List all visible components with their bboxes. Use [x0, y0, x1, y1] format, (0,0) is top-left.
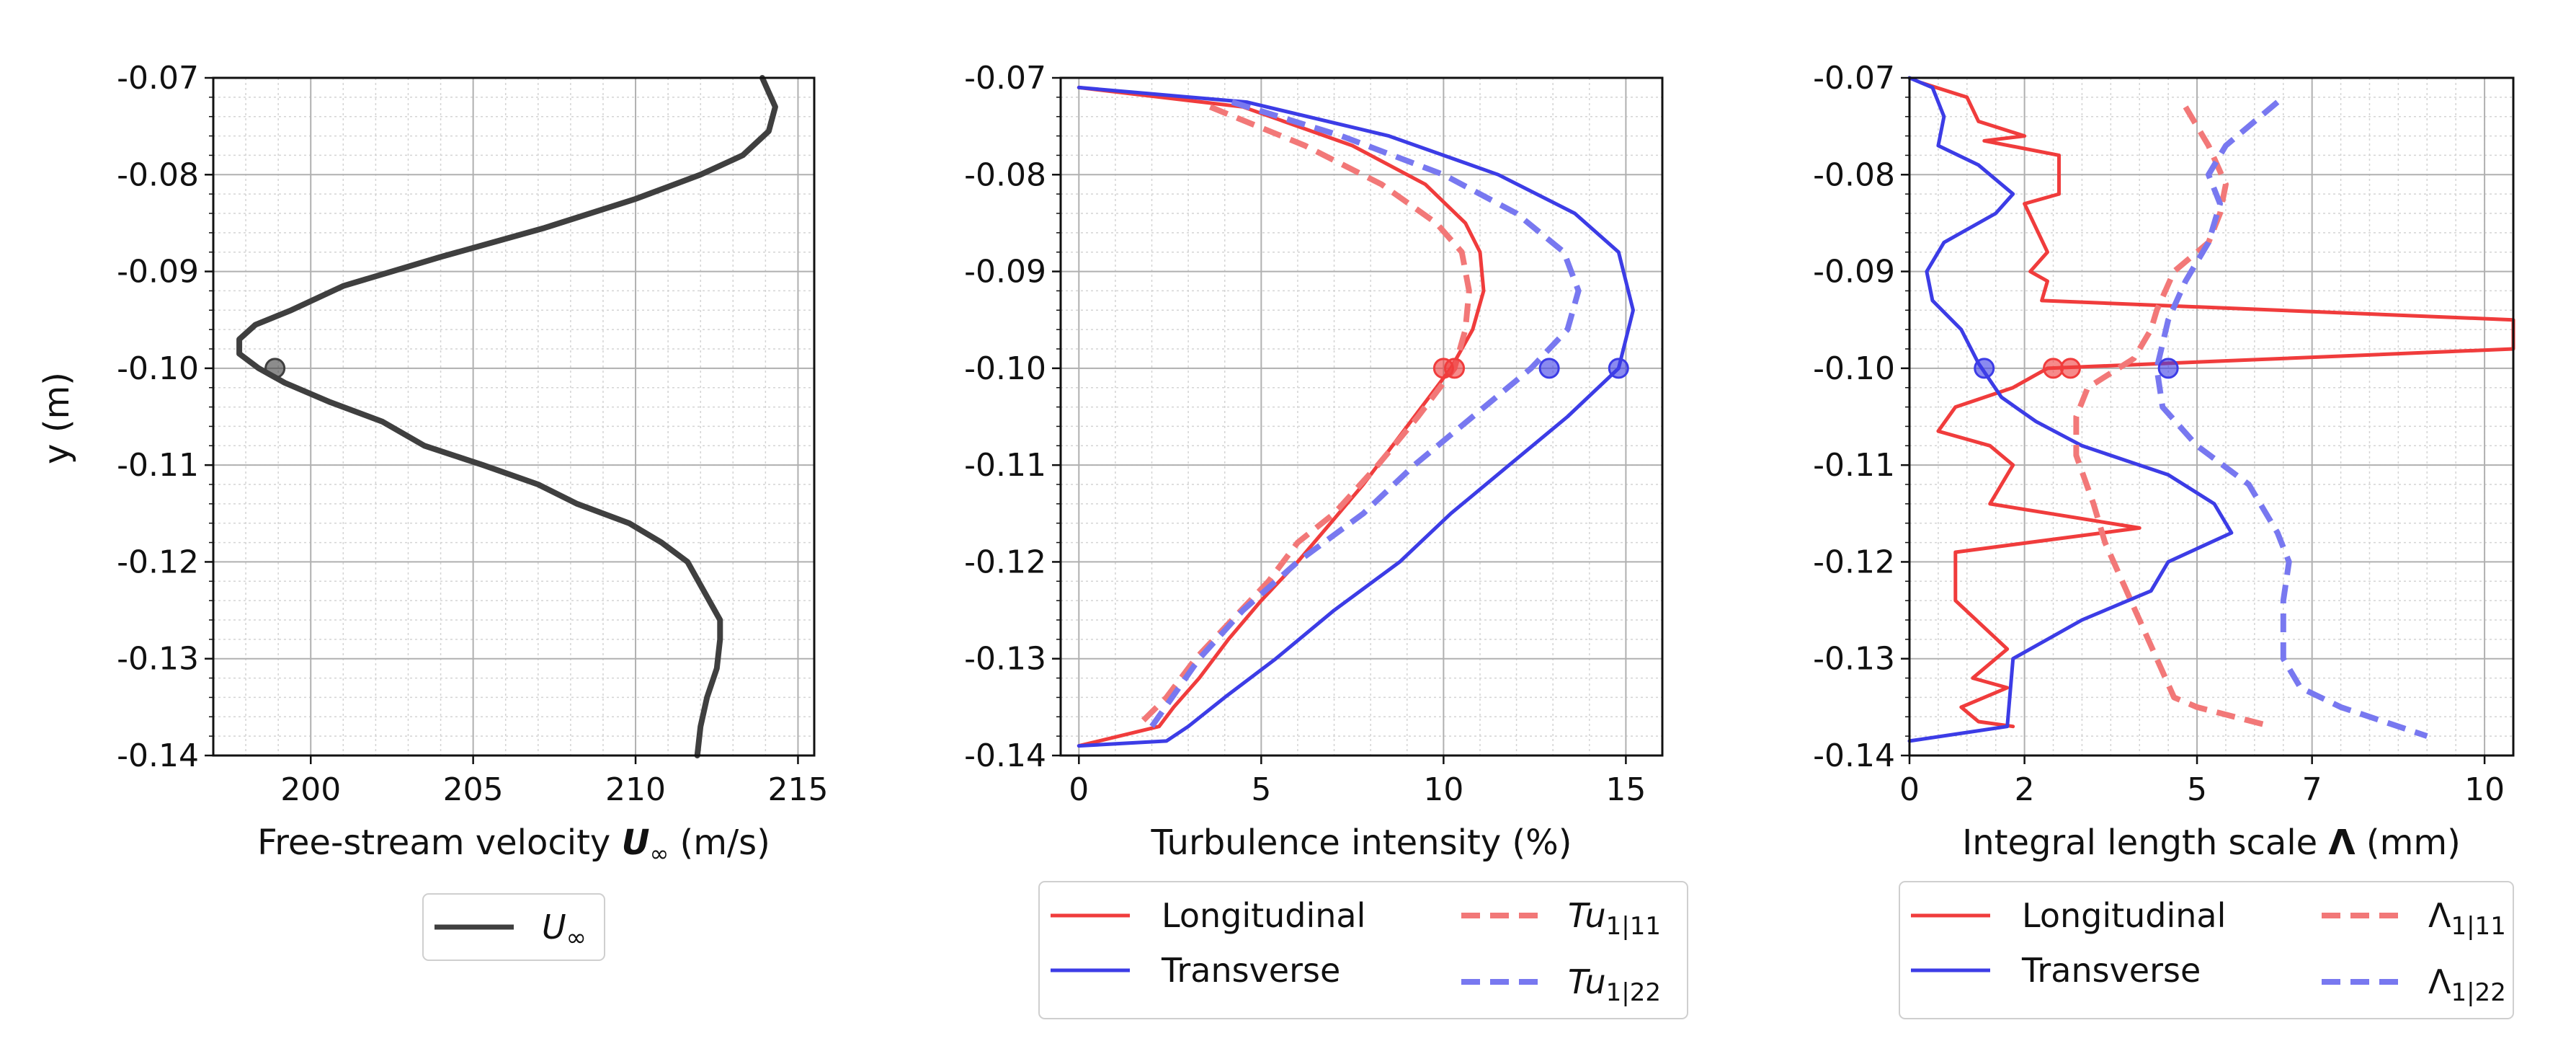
y-tick-label: -0.11 [964, 447, 1046, 484]
legend-lambda22-label: Λ1|22 [2428, 962, 2506, 1007]
length-scale-x-axis-label: Integral length scale Λ (mm) [1962, 823, 2461, 863]
legend3-longitudinal-label: Longitudinal [2022, 896, 2226, 935]
legend-tu11-label: Tu1|11 [1568, 896, 1661, 941]
x-tick-label: 10 [1423, 771, 1463, 808]
y-axis-label: y (m) [37, 372, 77, 464]
legend-velocity: U∞ [422, 893, 605, 961]
series-longitudinal [1919, 81, 2515, 729]
legend-turbulence: Longitudinal Transverse Tu1|11 Tu1|22 [1038, 881, 1688, 1019]
y-tick-label: -0.14 [1813, 737, 1895, 774]
y-tick-label: -0.11 [1813, 447, 1895, 484]
y-tick-label: -0.14 [964, 737, 1046, 774]
legend-transverse-label: Transverse [1161, 951, 1340, 990]
y-tick-label: -0.08 [117, 156, 199, 193]
y-tick-label: -0.10 [964, 350, 1046, 387]
data-marker [1538, 358, 1560, 379]
x-tick-label: 10 [2464, 771, 2505, 808]
axes-frame [212, 76, 816, 757]
x-tick-label: 15 [1605, 771, 1646, 808]
y-tick-label: -0.13 [1813, 641, 1895, 678]
x-tick-label: 200 [280, 771, 341, 808]
series-u- [236, 75, 778, 758]
turbulence-x-axis-label: Turbulence intensity (%) [1151, 823, 1572, 863]
y-tick-label: -0.09 [1813, 254, 1895, 291]
legend3-transverse-label: Transverse [2021, 951, 2201, 990]
legend-length-scale: Longitudinal Transverse Λ1|11 Λ1|22 [1899, 881, 2514, 1019]
velocity-x-axis-label: Free-stream velocity U∞ (m/s) [257, 823, 770, 867]
y-tick-label: -0.12 [1813, 544, 1895, 580]
series-tu1-22 [1149, 99, 1582, 728]
y-tick-label: -0.07 [117, 60, 199, 97]
data-marker [1444, 358, 1466, 379]
y-tick-label: -0.12 [117, 544, 199, 580]
data-marker [2157, 358, 2179, 379]
y-tick-label: -0.09 [117, 254, 199, 291]
axes-frame [1059, 76, 1664, 757]
velocity-series [236, 75, 778, 758]
length-scale-series [1907, 76, 2515, 743]
x-tick-label: 215 [767, 771, 828, 808]
x-tick-label: 205 [443, 771, 504, 808]
y-tick-label: -0.07 [964, 60, 1046, 97]
data-marker [2059, 358, 2081, 379]
series-transverse [1907, 76, 2234, 743]
x-tick-label: 5 [2187, 771, 2207, 808]
x-tick-label: 7 [2302, 771, 2322, 808]
series-transverse [1077, 85, 1635, 748]
x-tick-label: 0 [1899, 771, 1920, 808]
axes-frame [1908, 76, 2515, 757]
length-scale-ticks: -0.07 -0.08 -0.09 -0.10 -0.11 -0.12 -0.13 -0.14… [1813, 60, 2515, 808]
turbulence-ticks: -0.07 -0.08 -0.09 -0.10 -0.11 -0.12 -0.13 -0.14… [964, 60, 1664, 808]
legend-u-inf-label: U∞ [542, 908, 587, 952]
x-tick-label: 0 [1069, 771, 1089, 808]
legend-longitudinal-label: Longitudinal [1162, 896, 1365, 935]
series-longitudinal [1077, 85, 1486, 748]
series--1-22 [2154, 99, 2428, 739]
turbulence-series [1077, 85, 1635, 748]
y-tick-label: -0.13 [964, 641, 1046, 678]
y-tick-label: -0.08 [964, 156, 1046, 193]
y-tick-label: -0.14 [117, 737, 199, 774]
legend-tu22-label: Tu1|22 [1568, 962, 1661, 1007]
data-marker [2043, 358, 2064, 379]
y-tick-label: -0.09 [964, 254, 1046, 291]
legend-lambda11-label: Λ1|11 [2428, 896, 2506, 941]
y-tick-label: -0.08 [1813, 156, 1895, 193]
x-tick-label: 2 [2015, 771, 2035, 808]
data-marker [264, 358, 286, 379]
y-tick-label: -0.12 [964, 544, 1046, 580]
velocity-ticks: -0.07 -0.08 -0.09 -0.10 -0.11 -0.12 -0.13 -0.14… [117, 60, 828, 808]
x-tick-label: 210 [605, 771, 666, 808]
y-tick-label: -0.10 [117, 350, 199, 387]
y-tick-label: -0.11 [117, 447, 199, 484]
y-tick-label: -0.07 [1813, 60, 1895, 97]
length-scale-panel: -0.07 -0.08 -0.09 -0.10 -0.11 -0.12 -0.13 -0.14… [1813, 60, 2515, 863]
y-tick-label: -0.10 [1813, 350, 1895, 387]
velocity-panel: -0.07 -0.08 -0.09 -0.10 -0.11 -0.12 -0.13 -0.14… [117, 60, 828, 867]
x-tick-label: 5 [1251, 771, 1271, 808]
turbulence-panel: -0.07 -0.08 -0.09 -0.10 -0.11 -0.12 -0.13 -0.14… [964, 60, 1664, 863]
y-tick-label: -0.13 [117, 641, 199, 678]
data-marker [1974, 358, 1995, 379]
data-marker [1608, 358, 1629, 379]
